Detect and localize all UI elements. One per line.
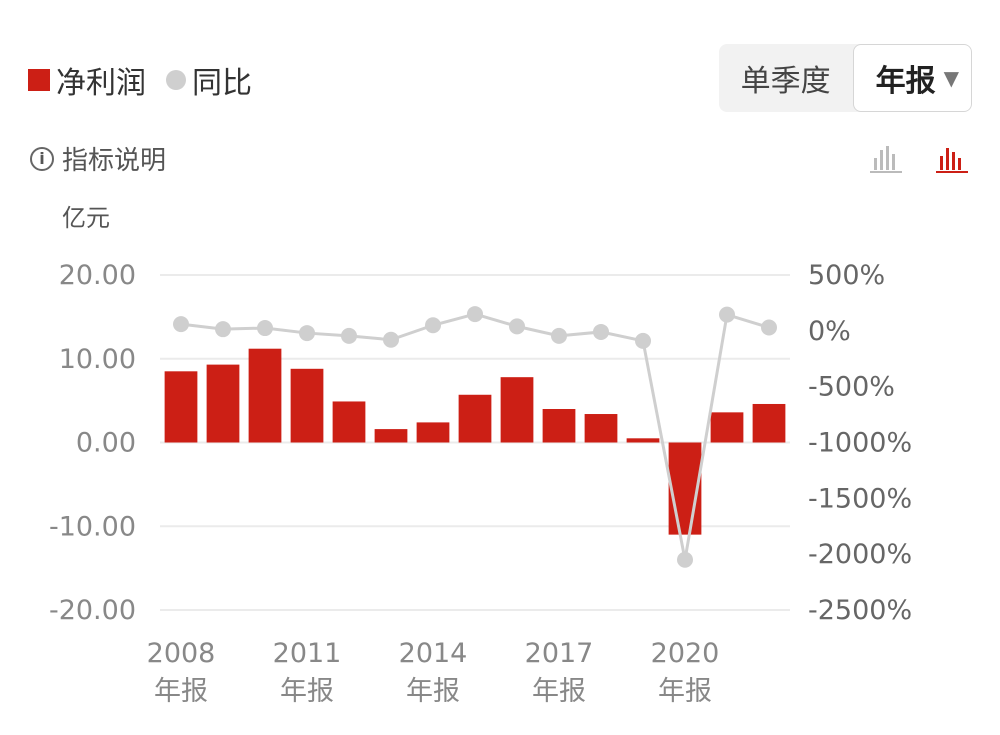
x-tick-label: 2017	[525, 638, 594, 669]
bar-chart-active-icon[interactable]	[934, 140, 970, 176]
y-right-tick-label: -2000%	[808, 539, 912, 570]
y-right-tick-label: -1500%	[808, 483, 912, 514]
y-right-tick-label: 500%	[808, 260, 885, 291]
x-tick-sublabel: 年报	[406, 676, 460, 707]
bar	[710, 412, 744, 443]
bar-swatch-icon	[28, 69, 50, 91]
yoy-point	[719, 306, 735, 323]
bar	[206, 364, 240, 443]
yoy-point	[299, 325, 315, 342]
bar-chart-icon[interactable]	[868, 140, 904, 176]
x-tick-sublabel: 年报	[532, 676, 586, 707]
y-right-tick-label: 0%	[808, 316, 851, 347]
y-right-tick-label: -1000%	[808, 428, 912, 459]
yoy-point	[173, 316, 189, 333]
annual-dropdown[interactable]: 年报 ▼	[852, 44, 972, 112]
x-tick-label: 2008	[147, 638, 216, 669]
y-left-tick-label: -20.00	[49, 595, 136, 626]
y-left-tick-label: 10.00	[59, 344, 136, 375]
bar	[584, 414, 618, 443]
bar	[290, 368, 324, 443]
y-right-tick-label: -500%	[808, 372, 895, 403]
bar	[248, 348, 282, 443]
info-label: 指标说明	[62, 146, 167, 176]
bar	[164, 371, 198, 443]
bar	[374, 429, 408, 443]
yoy-point	[341, 327, 357, 344]
bar	[332, 401, 366, 443]
y-left-tick-label: 0.00	[76, 428, 136, 459]
dot-swatch-icon	[166, 70, 186, 90]
yoy-point	[257, 320, 273, 337]
yoy-point	[467, 306, 483, 323]
yoy-point	[383, 331, 399, 348]
x-tick-label: 2011	[273, 638, 342, 669]
bar	[416, 422, 450, 443]
legend-yoy[interactable]: 同比	[166, 58, 252, 102]
indicator-info[interactable]: i 指标说明	[30, 140, 166, 177]
y-left-tick-label: 20.00	[59, 260, 136, 291]
x-tick-label: 2020	[651, 638, 720, 669]
bar	[500, 377, 534, 443]
yoy-point	[677, 551, 693, 568]
x-tick-label: 2014	[399, 638, 468, 669]
yoy-point	[761, 319, 777, 336]
bar	[458, 394, 492, 443]
yoy-point	[509, 318, 525, 335]
yoy-point	[425, 317, 441, 334]
y-axis-unit: 亿元	[62, 204, 110, 232]
legend-net-profit-label: 净利润	[56, 66, 146, 101]
yoy-point	[551, 327, 567, 344]
yoy-point	[593, 323, 609, 340]
bar	[626, 438, 660, 443]
quarter-button[interactable]: 单季度	[740, 64, 831, 99]
x-tick-sublabel: 年报	[154, 676, 208, 707]
y-left-tick-label: -10.00	[49, 511, 136, 542]
x-tick-sublabel: 年报	[658, 676, 712, 707]
legend-net-profit[interactable]: 净利润	[28, 58, 146, 102]
y-right-tick-label: -2500%	[808, 595, 912, 626]
yoy-point	[215, 321, 231, 338]
x-tick-sublabel: 年报	[280, 676, 334, 707]
period-toggle: 单季度 年报 ▼	[718, 44, 972, 112]
annual-label: 年报	[875, 64, 936, 99]
bar	[752, 403, 786, 443]
bar	[542, 409, 576, 443]
legend-yoy-label: 同比	[192, 66, 252, 101]
caret-down-icon: ▼	[943, 66, 959, 90]
legend: 净利润 同比	[28, 58, 266, 102]
info-circle-icon: i	[30, 146, 54, 171]
yoy-point	[635, 332, 651, 349]
